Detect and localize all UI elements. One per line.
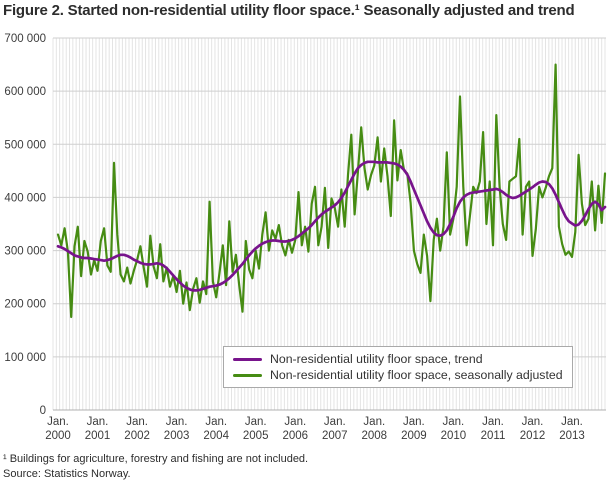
x-tick-month: Jan.: [126, 416, 148, 428]
horizontal-gridlines: [53, 37, 606, 411]
legend-label-trend: Non-residential utility floor space, tre…: [270, 352, 483, 366]
x-tick-year: 2005: [243, 430, 269, 442]
y-tick-label: 700 000: [4, 33, 46, 45]
legend-label-seasonal: Non-residential utility floor space, sea…: [270, 368, 563, 382]
x-tick-year: 2004: [203, 430, 229, 442]
x-tick-month: Jan.: [403, 416, 425, 428]
x-tick-year: 2003: [164, 430, 190, 442]
legend-item-seasonal: Non-residential utility floor space, sea…: [233, 367, 563, 383]
y-tick-label: 600 000: [4, 86, 46, 98]
x-tick-month: Jan.: [363, 416, 385, 428]
y-tick-label: 200 000: [4, 299, 46, 311]
legend-item-trend: Non-residential utility floor space, tre…: [233, 351, 563, 367]
x-tick-month: Jan.: [205, 416, 227, 428]
x-tick-year: 2012: [520, 430, 546, 442]
x-tick-year: 2009: [401, 430, 427, 442]
x-tick-year: 2011: [481, 430, 506, 442]
y-tick-label: 300 000: [4, 246, 46, 258]
x-tick-year: 2001: [85, 430, 111, 442]
figure-title: Figure 2. Started non-residential utilit…: [3, 2, 575, 19]
x-tick-month: Jan.: [166, 416, 188, 428]
x-tick-year: 2013: [559, 430, 585, 442]
seasonally-adjusted-line: [56, 63, 607, 319]
x-tick-year: 2010: [441, 430, 467, 442]
seasonal-line-swatch: [233, 373, 262, 377]
y-tick-label: 100 000: [4, 352, 46, 364]
x-tick-month: Jan.: [87, 416, 109, 428]
footnote: ¹ Buildings for agriculture, forestry an…: [3, 453, 309, 465]
x-tick-year: 2008: [362, 430, 388, 442]
x-tick-month: Jan.: [284, 416, 306, 428]
y-axis-tick-labels: 0 100 000 200 000 300 000 400 000 500 000 600 …: [4, 33, 46, 417]
source-note: Source: Statistics Norway.: [3, 468, 131, 480]
x-tick-month: Jan.: [561, 416, 583, 428]
x-axis-tick-labels: Jan. 2000 Jan. 2001 Jan. 2002 Jan. 2003 Jan. 2004…: [45, 416, 585, 442]
chart-notes: ¹ Buildings for agriculture, forestry an…: [3, 452, 308, 482]
x-tick-year: 2006: [283, 430, 309, 442]
y-tick-label: 400 000: [4, 192, 46, 204]
x-tick-year: 2000: [45, 430, 71, 442]
legend: Non-residential utility floor space, tre…: [223, 346, 573, 388]
trend-line: [56, 160, 607, 292]
trend-line-swatch: [233, 357, 262, 361]
y-tick-label: 500 000: [4, 139, 46, 151]
x-tick-month: Jan.: [47, 416, 69, 428]
x-tick-month: Jan.: [443, 416, 465, 428]
x-tick-year: 2002: [124, 430, 150, 442]
x-tick-month: Jan.: [324, 416, 346, 428]
x-tick-month: Jan.: [482, 416, 504, 428]
x-tick-month: Jan.: [522, 416, 544, 428]
x-tick-month: Jan.: [245, 416, 267, 428]
x-tick-year: 2007: [322, 430, 348, 442]
y-tick-label: 0: [40, 405, 46, 417]
